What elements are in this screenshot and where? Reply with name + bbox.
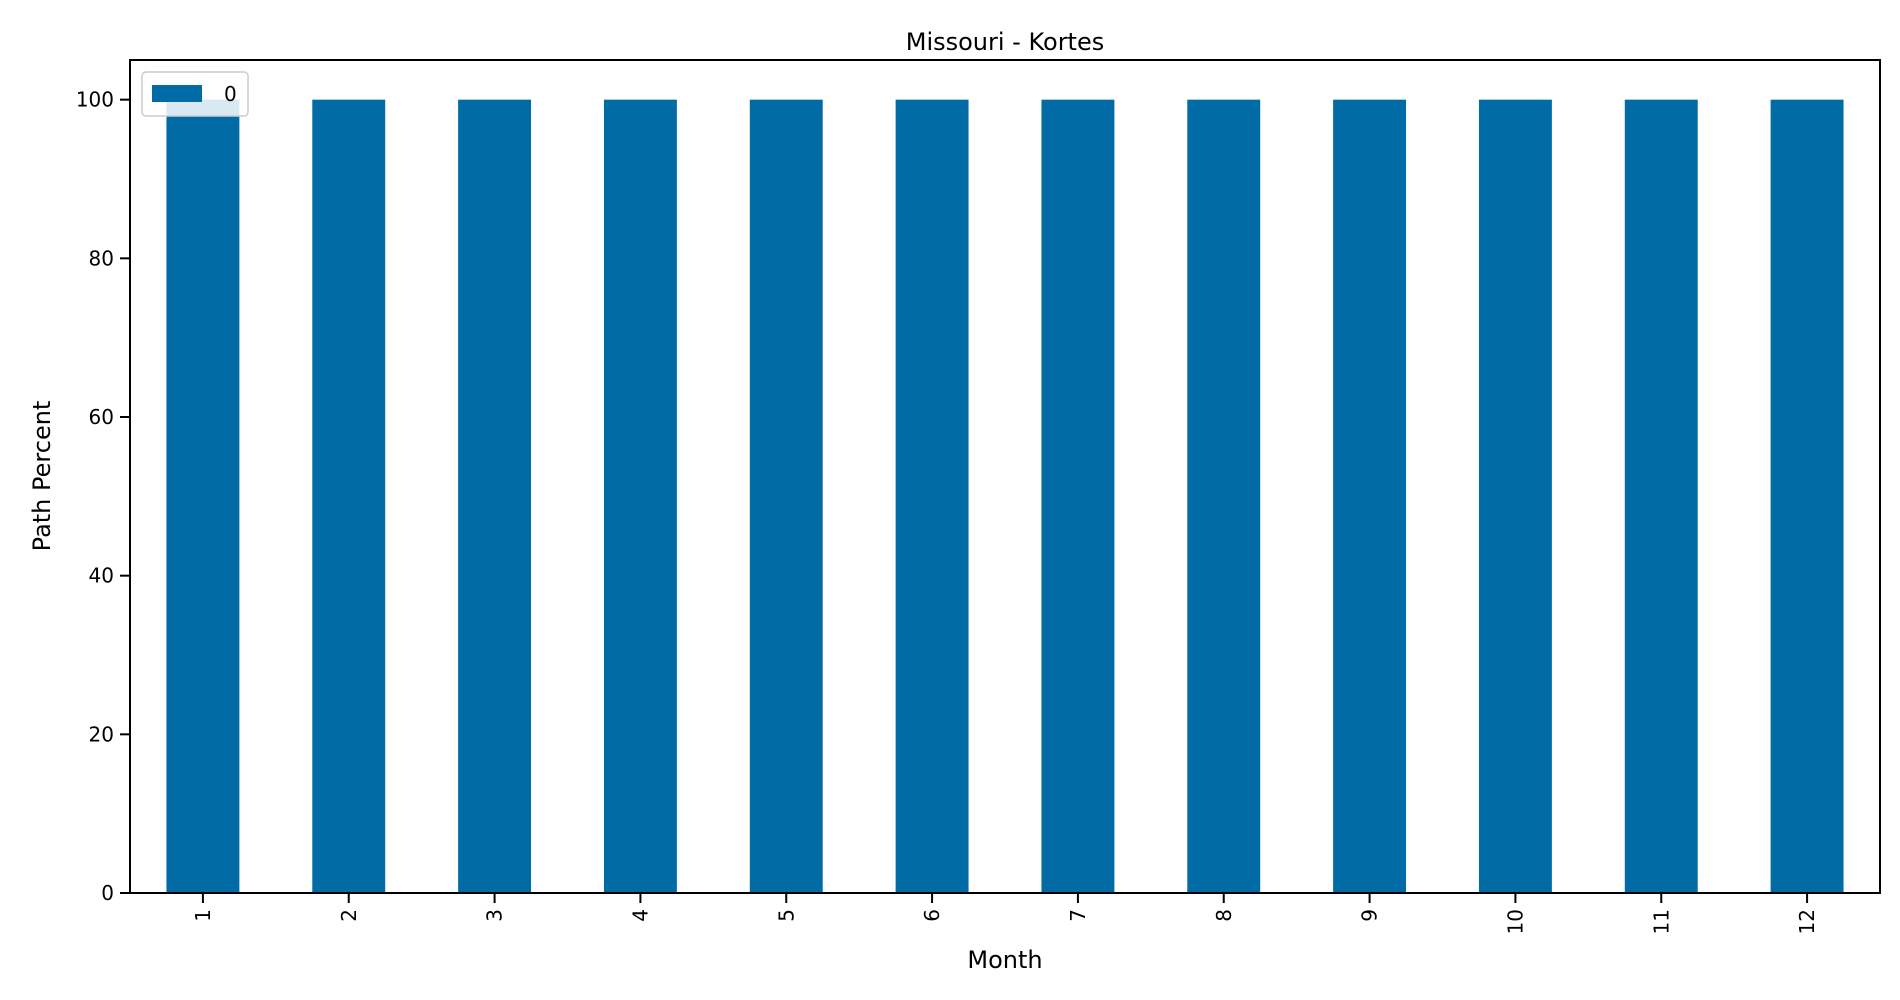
x-tick-label: 12	[1795, 909, 1819, 934]
y-tick-label: 60	[89, 405, 114, 429]
x-tick-label: 9	[1358, 909, 1382, 922]
x-tick-label: 2	[337, 909, 361, 922]
legend: 0	[141, 71, 249, 117]
x-tick-label: 10	[1503, 909, 1527, 934]
y-tick-label: 20	[89, 722, 114, 746]
bar-month-9	[1333, 99, 1407, 893]
bars-group	[166, 99, 1844, 893]
x-tick-label: 4	[628, 909, 652, 922]
x-tick-label: 7	[1066, 909, 1090, 922]
chart-title: Missouri - Kortes	[906, 28, 1105, 56]
x-tick-label: 5	[774, 909, 798, 922]
bar-month-5	[749, 99, 823, 893]
bar-month-6	[895, 99, 969, 893]
y-tick-label: 100	[76, 88, 114, 112]
bar-month-11	[1624, 99, 1698, 893]
y-tick-label: 80	[89, 246, 114, 270]
y-tick-label: 40	[89, 564, 114, 588]
x-tick-label: 8	[1212, 909, 1236, 922]
bar-month-8	[1187, 99, 1261, 893]
bar-month-12	[1770, 99, 1844, 893]
x-tick-label: 11	[1649, 909, 1673, 934]
x-axis-label: Month	[967, 946, 1042, 974]
plot-frame	[129, 59, 1881, 894]
bar-month-7	[1041, 99, 1115, 893]
bar-month-10	[1478, 99, 1552, 893]
bar-month-2	[312, 99, 386, 893]
legend-swatch	[152, 85, 202, 102]
bar-month-4	[603, 99, 677, 893]
y-axis-label: Path Percent	[28, 401, 56, 552]
bar-month-3	[458, 99, 532, 893]
x-axis: 1 2 3 4 5 6 7 8 9 10 11 12	[191, 893, 1819, 934]
x-tick-label: 3	[483, 909, 507, 922]
legend-label: 0	[224, 82, 237, 106]
x-tick-label: 6	[920, 909, 944, 922]
y-axis: 0 20 40 60 80 100	[76, 88, 130, 905]
bar-month-1	[166, 99, 240, 893]
y-tick-label: 0	[101, 881, 114, 905]
x-tick-label: 1	[191, 909, 215, 922]
